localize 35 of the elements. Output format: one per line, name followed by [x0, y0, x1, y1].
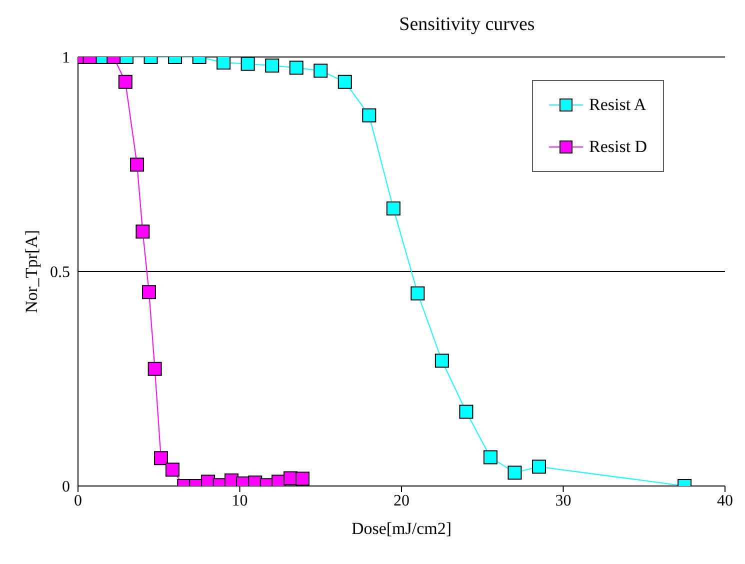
point — [118, 74, 132, 89]
y-axis-title: Nor_Tpr[A] — [22, 230, 42, 314]
point — [130, 158, 144, 172]
point — [434, 354, 449, 368]
legend-label: Resist A — [589, 95, 646, 115]
x-tick-label: 30 — [555, 492, 572, 510]
point — [532, 460, 546, 474]
point — [142, 285, 156, 300]
x-tick-label: 20 — [394, 492, 410, 510]
point — [265, 58, 280, 73]
point — [240, 57, 255, 71]
point — [508, 466, 522, 480]
point — [216, 57, 231, 70]
point — [314, 64, 328, 78]
chart-title: Sensitivity curves — [398, 14, 536, 36]
point — [136, 224, 150, 239]
point — [386, 201, 400, 216]
point — [165, 462, 180, 477]
y-tick-label: 0 — [62, 478, 70, 496]
y-tick-label: 0.5 — [50, 264, 70, 282]
point — [483, 450, 498, 464]
x-tick-label: 0 — [74, 492, 82, 510]
point — [362, 108, 376, 122]
point — [289, 60, 304, 75]
point — [410, 286, 425, 300]
x-axis-title: Dose[mJ/cm2] — [351, 519, 452, 538]
point — [459, 404, 474, 419]
legend-label: Resist D — [589, 137, 648, 157]
x-tick-label: 10 — [232, 492, 248, 510]
point — [296, 472, 310, 486]
y-tick-label: 1 — [62, 50, 70, 67]
point — [148, 362, 162, 376]
point — [338, 74, 352, 89]
x-tick-label: 40 — [717, 492, 733, 510]
point — [154, 451, 168, 466]
